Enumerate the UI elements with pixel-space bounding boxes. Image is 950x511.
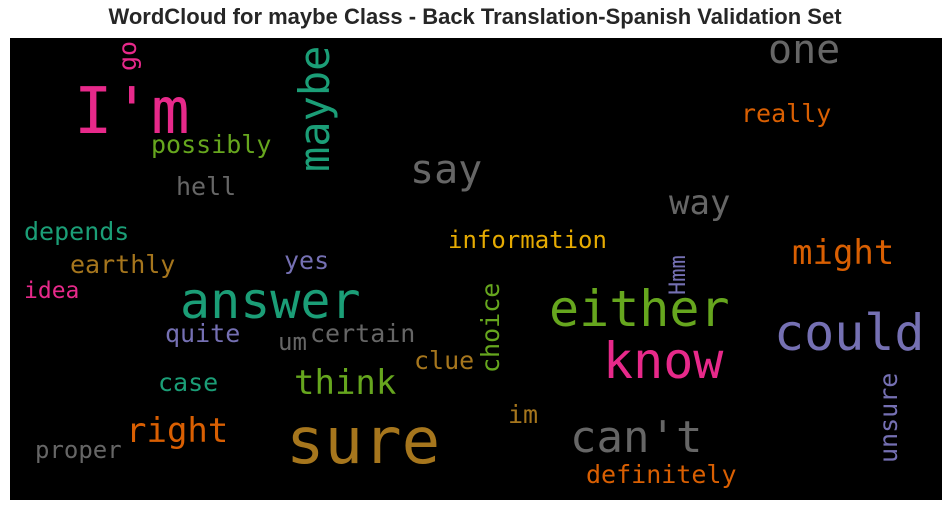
word-case: case — [158, 368, 219, 397]
word-hell: hell — [176, 172, 237, 201]
word-clue: clue — [414, 346, 475, 375]
word-might: might — [792, 233, 895, 273]
word-depends: depends — [24, 217, 130, 246]
word-go: go — [113, 40, 142, 71]
word-definitely: definitely — [586, 460, 737, 489]
word-information: information — [448, 226, 607, 254]
word-way: way — [669, 183, 731, 223]
word-maybe: maybe — [290, 45, 339, 172]
word-really: really — [741, 99, 832, 128]
word-quite: quite — [165, 319, 241, 348]
word-um: um — [278, 328, 307, 356]
word-say: say — [410, 147, 483, 193]
word-idea: idea — [24, 278, 80, 304]
word-yes: yes — [284, 246, 330, 275]
word-sure: sure — [286, 405, 441, 479]
word-unsure: unsure — [874, 372, 903, 463]
word-could: could — [774, 304, 925, 362]
word-think: think — [294, 363, 397, 403]
chart-title: WordCloud for maybe Class - Back Transla… — [108, 4, 842, 29]
word-earthly: earthly — [70, 250, 176, 279]
word-hmm: Hmm — [666, 255, 691, 295]
wordcloud-canvas: sure I'm answer either know could can't … — [10, 38, 942, 500]
word-im-capital: I'm — [74, 75, 190, 149]
word-choice: choice — [476, 282, 505, 373]
word-certain: certain — [310, 319, 416, 348]
word-cant: can't — [570, 412, 703, 463]
word-answer: answer — [180, 272, 361, 330]
word-know: know — [603, 332, 724, 390]
word-either: either — [549, 280, 730, 338]
word-one: one — [768, 38, 841, 73]
word-possibly: possibly — [151, 130, 272, 159]
word-im: im — [508, 400, 539, 429]
word-right: right — [126, 411, 229, 451]
word-proper: proper — [35, 436, 122, 464]
